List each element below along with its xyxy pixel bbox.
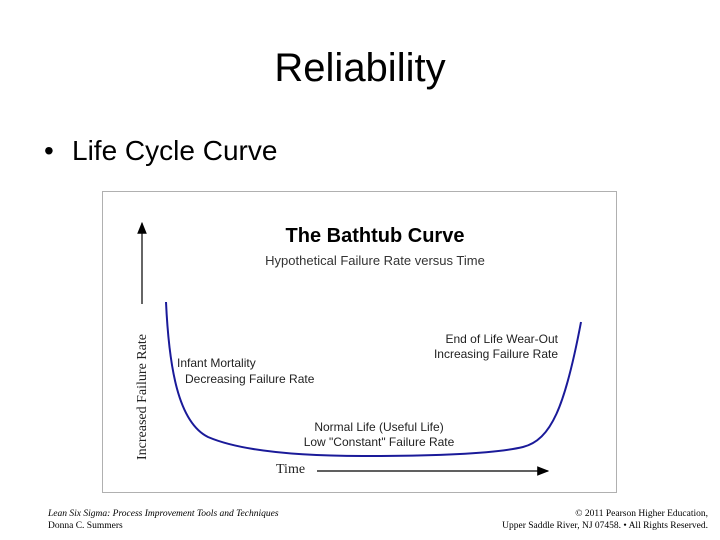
- infant-mortality-rate-label: Decreasing Failure Rate: [185, 372, 315, 386]
- bullet-text: Life Cycle Curve: [72, 135, 278, 166]
- footer-right: © 2011 Pearson Higher Education, Upper S…: [502, 508, 708, 532]
- figure-title: The Bathtub Curve: [286, 225, 465, 247]
- bullet-item: • Life Cycle Curve: [44, 134, 277, 168]
- footer-rights: Upper Saddle River, NJ 07458. • All Righ…: [502, 521, 708, 531]
- y-axis-label: Increased Failure Rate: [135, 334, 150, 460]
- x-axis-label: Time: [276, 462, 305, 477]
- footer-book-title: Lean Six Sigma: Process Improvement Tool…: [48, 509, 279, 519]
- bullet-dot: •: [44, 135, 54, 166]
- wear-out-label: End of Life Wear-Out: [446, 332, 559, 346]
- bathtub-curve-diagram: The Bathtub Curve Hypothetical Failure R…: [135, 221, 582, 477]
- infant-mortality-label: Infant Mortality: [177, 356, 256, 370]
- wear-out-rate-label: Increasing Failure Rate: [434, 347, 558, 361]
- bathtub-curve-figure: The Bathtub Curve Hypothetical Failure R…: [102, 191, 617, 493]
- bathtub-curve-line: [165, 301, 582, 458]
- footer-copyright: © 2011 Pearson Higher Education,: [575, 509, 708, 519]
- slide-title: Reliability: [274, 46, 446, 90]
- normal-life-label: Normal Life (Useful Life): [314, 420, 443, 434]
- figure-subtitle: Hypothetical Failure Rate versus Time: [265, 253, 485, 268]
- footer-left: Lean Six Sigma: Process Improvement Tool…: [48, 508, 279, 532]
- normal-life-rate-label: Low "Constant" Failure Rate: [304, 435, 455, 449]
- footer-author: Donna C. Summers: [48, 521, 123, 531]
